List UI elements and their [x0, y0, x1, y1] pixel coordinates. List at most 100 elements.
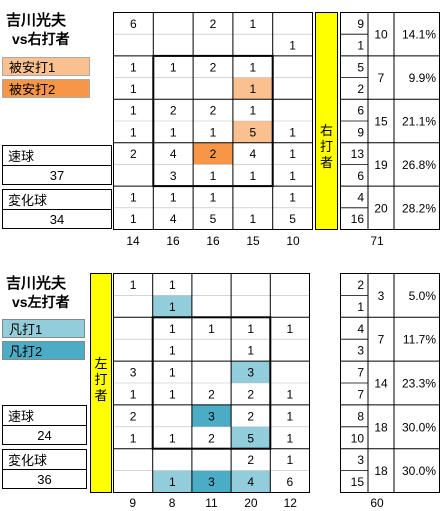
panel1-grand-total: 71 [370, 234, 384, 248]
panel1-fastball-value: 37 [3, 165, 111, 185]
panel1-cell-r9-c2: 5 [210, 212, 217, 226]
panel2-cell-r1-c1: 1 [169, 300, 176, 314]
panel1-band-percent-3: 26.8% [402, 158, 436, 172]
panel1-zone-grid: 6 2 1 1 1 1 2 1 1 1 1 2 2 1 1 1 1 5 1 2 4 2 4 1 3 1 1 1 1 1 1 1 1 4 5 1 5 [113, 12, 313, 230]
panel2-row-count-5: 7 [357, 387, 364, 401]
panel2-cell-r6-c3: 2 [247, 409, 254, 423]
panel1-band-total-0: 10 [374, 28, 388, 42]
panel2-cell-r7-c4: 1 [287, 431, 294, 445]
panel2-row-count-3: 3 [357, 344, 364, 358]
panel1-column-total-3: 15 [246, 234, 260, 248]
panel2-cell-r7-c2: 2 [208, 431, 215, 445]
panel2-cell-r5-c1: 1 [169, 387, 176, 401]
panel1-highlight-r3-c3 [232, 77, 273, 100]
panel1-cell-r0-c3: 1 [249, 17, 256, 31]
panel1-cell-r2-c1: 1 [170, 60, 177, 74]
panel1-row-count-3: 2 [357, 82, 364, 96]
panel2-highlight-r9-c2 [191, 470, 232, 493]
panel1-fastball-label: 速球 [8, 149, 35, 164]
panel2-cell-r5-c2: 2 [208, 387, 215, 401]
panel2-cell-r8-c4: 1 [287, 453, 294, 467]
panel1-cell-r9-c3: 1 [249, 212, 256, 226]
panel2-side-char-3: 者 [94, 388, 108, 403]
panel1-column-total-2: 16 [206, 234, 220, 248]
panel1-row-count-5: 9 [357, 125, 364, 139]
panel2-row-count-8: 3 [357, 453, 364, 467]
panel2-summary-table: 2 1 4 3 7 7 8 10 3 15 3 7 14 18 18 5.0% 11.7% 23.3% 30.0% 3… [340, 273, 440, 493]
panel1-subtitle: vs右打者 [12, 31, 70, 47]
panel2-pitch-fastball: 速球 24 [2, 405, 87, 445]
panel1-row-count-0: 9 [357, 17, 364, 31]
panel2-column-total-3: 20 [244, 496, 258, 510]
panel1-cell-r6-c2: 2 [210, 147, 217, 161]
panel1-cell-r6-c1: 4 [170, 147, 177, 161]
panel2-legend-out1: 凡打1 [2, 319, 85, 338]
panel2-side-char-2: 打 [94, 372, 108, 387]
panel2-band-percent-1: 11.7% [403, 333, 436, 347]
panel2-title: 吉川光夫 [6, 275, 67, 292]
panel2-column-total-4: 12 [283, 496, 297, 510]
panel1-band-total-3: 19 [374, 158, 388, 172]
panel1-band-total-2: 15 [374, 115, 388, 129]
panel1-legend-hit2: 被安打2 [2, 79, 90, 98]
panel1-cell-r3-c3: 1 [249, 82, 256, 96]
panel1-band-percent-0: 14.1% [402, 28, 436, 42]
panel1-row-count-6: 13 [351, 147, 365, 161]
panel2-cell-r3-c3: 1 [247, 344, 254, 358]
panel2-highlight-r4-c3 [231, 361, 271, 383]
panel1-cell-r5-c0: 1 [130, 125, 137, 139]
panel2-summary-border [340, 273, 440, 493]
panel2-cell-r9-c1: 1 [169, 475, 176, 489]
panel1-column-total-0: 14 [126, 234, 140, 248]
panel1-column-total-4: 10 [286, 234, 300, 248]
panel2-strike-zone [151, 316, 272, 450]
panel2-row-count-6: 8 [357, 409, 364, 423]
panel1-cell-r9-c1: 4 [170, 212, 177, 226]
panel1-cell-r8-c4: 1 [289, 190, 296, 204]
panel1-cell-r3-c0: 1 [130, 82, 137, 96]
panel2-row-count-0: 2 [357, 278, 364, 292]
panel1-row-count-2: 5 [357, 60, 364, 74]
panel2-column-totals: 9 8 11 20 12 [113, 495, 310, 511]
panel1-row-count-7: 6 [357, 169, 364, 183]
panel2-cell-r0-c0: 1 [130, 278, 137, 292]
panel2-band-total-0: 3 [378, 289, 385, 303]
panel1-highlight-r5-c3 [232, 121, 273, 143]
panel2-highlight-r6-c2 [191, 404, 232, 427]
panel2-highlight-r7-c3 [231, 426, 271, 449]
panel2-band-percent-3: 30.0% [402, 420, 436, 434]
panel1-band-percent-1: 9.9% [409, 71, 437, 85]
panel1-cell-r4-c1: 2 [170, 104, 177, 118]
panel1-grid-svg: 6 2 1 1 1 1 2 1 1 1 1 2 2 1 1 1 1 5 1 2 4 2 4 1 3 1 1 1 1 1 1 1 1 4 5 1 5 [113, 12, 313, 230]
panel2-cell-r6-c2: 3 [208, 409, 215, 423]
panel2-cell-r2-c3: 1 [247, 322, 254, 336]
panel1-side-char-3: 者 [319, 155, 333, 170]
panel1-cell-r4-c0: 1 [130, 104, 137, 118]
panel2-band-percent-4: 30.0% [402, 464, 436, 478]
panel2-cell-r7-c0: 1 [130, 431, 137, 445]
panel2-fastball-label: 速球 [8, 409, 35, 424]
panel1-row-count-1: 1 [357, 39, 364, 53]
panel1-side-char-2: 打 [319, 139, 333, 154]
panel1-legend-hit1: 被安打1 [2, 57, 90, 76]
panel1-cell-r8-c1: 1 [170, 190, 177, 204]
panel1-cell-r5-c3: 5 [249, 125, 256, 139]
panel2-column-total-2: 11 [205, 496, 218, 510]
panel1-column-totals: 14 16 16 15 10 [113, 233, 313, 249]
panel2-cell-r9-c3: 4 [247, 475, 254, 489]
panel1-column-total-1: 16 [166, 234, 180, 248]
panel2-row-count-9: 15 [351, 475, 365, 489]
panel2-subtitle: vs左打者 [12, 294, 70, 310]
panel2-cell-r2-c2: 1 [208, 322, 215, 336]
panel2-cell-r6-c0: 2 [130, 409, 137, 423]
panel2-row-count-7: 10 [351, 431, 365, 445]
panel1-grid-border [113, 12, 313, 230]
panel1-summary-svg: 91526913641610715192014.1%9.9%21.1%26.8%… [340, 12, 440, 230]
panel2-side-char-1: 左 [94, 356, 108, 371]
panel1-breaking-value: 34 [3, 209, 111, 229]
panel1-pitch-fastball: 速球 37 [2, 145, 112, 185]
panel1-strike-zone [152, 54, 274, 188]
panel2-cell-r5-c0: 1 [130, 387, 137, 401]
panel2-row-count-4: 7 [357, 366, 364, 380]
panel2-zone-grid: 1 1 1 1 1 1 1 1 1 3 1 3 1 1 2 2 1 2 3 2 1 1 1 2 5 1 2 1 1 3 4 6 [113, 273, 310, 493]
